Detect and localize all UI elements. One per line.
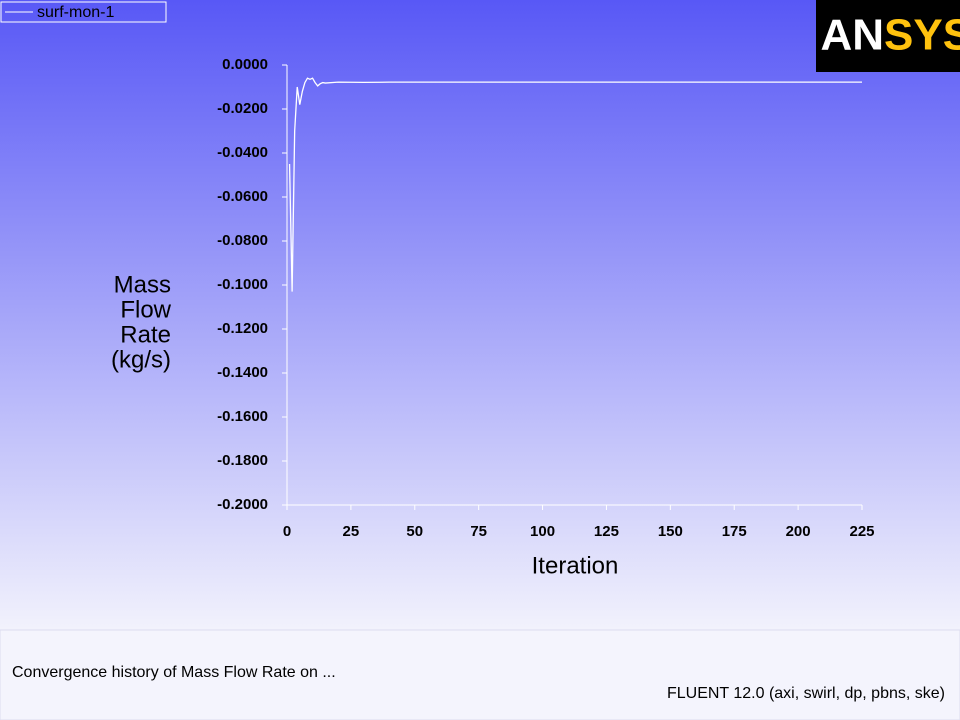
footer-panel [0,629,960,720]
y-tick-label: -0.1800 [217,452,268,469]
legend-label: surf-mon-1 [37,4,114,21]
x-tick-label: 225 [849,523,874,540]
y-tick-label: -0.1200 [217,320,268,337]
y-tick-label: -0.1000 [217,276,268,293]
x-tick-label: 200 [786,523,811,540]
y-tick-label: -0.2000 [217,496,268,513]
background [0,0,960,630]
legend-box [0,1,167,23]
x-tick-label: 75 [470,523,487,540]
caption: Convergence history of Mass Flow Rate on… [12,664,336,681]
logo-box [816,0,960,72]
y-tick-label: -0.0800 [217,232,268,249]
x-axis-label: Iteration [532,552,619,579]
x-tick-label: 125 [594,523,619,540]
x-tick-label: 50 [406,523,423,540]
y-tick-label: -0.1400 [217,364,268,381]
y-axis-label: Rate [120,321,171,348]
y-axis-label: (kg/s) [111,346,171,373]
y-tick-label: -0.0600 [217,188,268,205]
x-tick-label: 175 [722,523,747,540]
y-axis-label: Mass [114,271,171,298]
logo-an: AN [820,11,884,60]
y-tick-label: -0.0200 [217,100,268,117]
x-tick-label: 25 [343,523,360,540]
x-tick-label: 0 [283,523,291,540]
y-tick-label: 0.0000 [222,56,268,73]
solver-info: FLUENT 12.0 (axi, swirl, dp, pbns, ske) [667,685,945,702]
logo-sys: SYS [884,11,960,60]
x-tick-label: 100 [530,523,555,540]
y-tick-label: -0.0400 [217,144,268,161]
x-tick-label: 150 [658,523,683,540]
y-axis-label: Flow [120,296,171,323]
data-line [288,77,862,292]
y-tick-label: -0.1600 [217,408,268,425]
